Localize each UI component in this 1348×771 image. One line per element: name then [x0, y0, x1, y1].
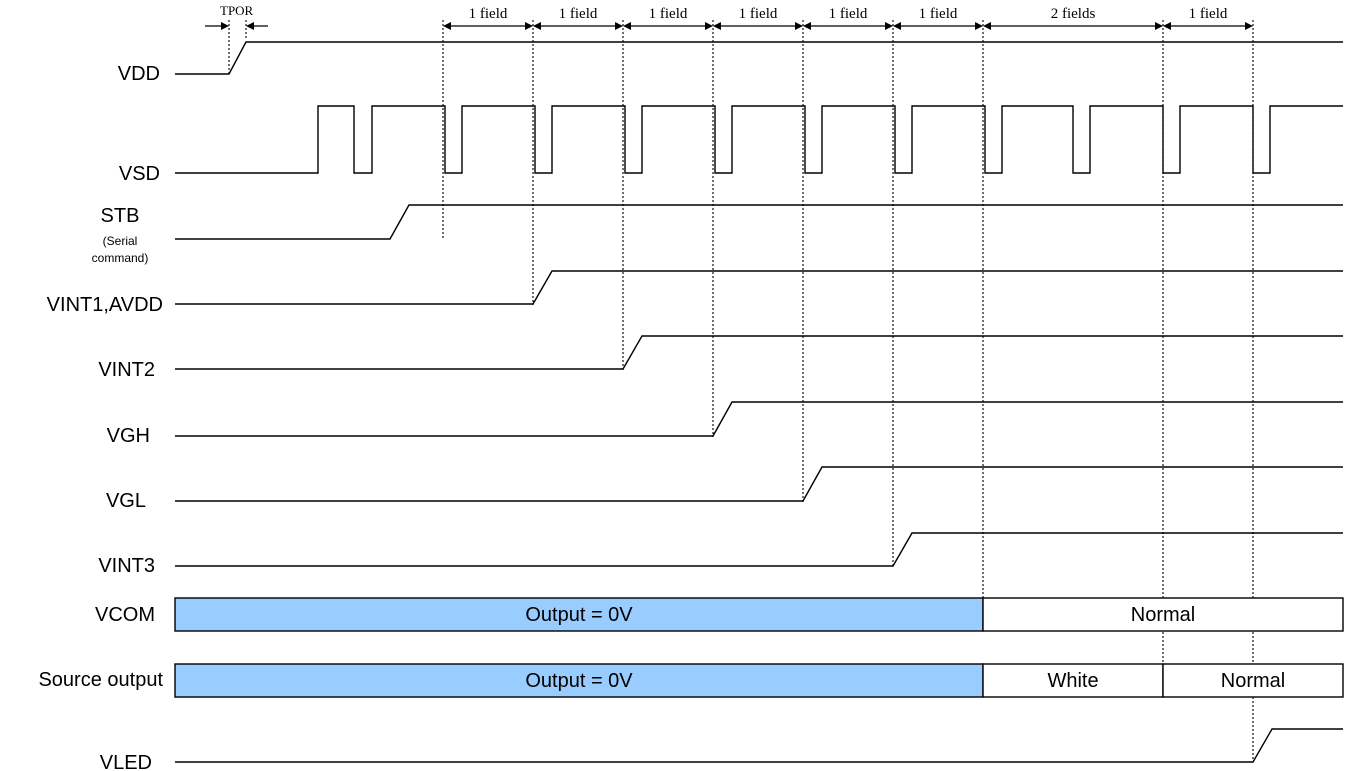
- field-label-6: 1 field: [919, 6, 958, 22]
- vcom-normal-text: Normal: [1131, 604, 1195, 626]
- label-vdd: VDD: [118, 63, 160, 85]
- tpor-label: TPOR: [220, 3, 254, 18]
- label-vled: VLED: [100, 752, 152, 771]
- source-zero-segment: [174, 663, 984, 698]
- field-arrow-5: 1 field: [803, 6, 893, 30]
- field-arrow-7: 2 fields: [983, 6, 1163, 30]
- vcom-normal-segment: [982, 597, 1344, 632]
- field-label-8: 1 field: [1189, 6, 1228, 22]
- tpor-marker: TPOR: [205, 3, 268, 74]
- field-annotations: 1 field 1 field 1 field 1 field 1 field: [443, 6, 1253, 30]
- field-arrow-4: 1 field: [713, 6, 803, 30]
- field-label-7: 2 fields: [1051, 6, 1096, 22]
- field-arrow-6: 1 field: [893, 6, 983, 30]
- source-white-text: White: [1047, 670, 1098, 692]
- label-vgl: VGL: [106, 490, 146, 512]
- wave-vgh: [175, 401, 1343, 437]
- wave-vdd: [175, 41, 1343, 75]
- field-arrow-8: 1 field: [1163, 6, 1253, 30]
- source-output-bar: Output = 0V White Normal: [174, 663, 1344, 698]
- label-stb: STB: [101, 205, 140, 227]
- vcom-zero-segment: [174, 597, 984, 632]
- field-label-5: 1 field: [829, 6, 868, 22]
- field-dividers: [442, 20, 1254, 762]
- vcom-bar: Output = 0V Normal: [174, 597, 1344, 632]
- label-stb-sub1: (Serial: [103, 234, 138, 248]
- field-arrow-2: 1 field: [533, 6, 623, 30]
- wave-vled: [175, 728, 1343, 763]
- label-stb-sub2: command): [92, 251, 149, 265]
- wave-stb: [175, 204, 1343, 240]
- source-normal-segment: [1162, 663, 1344, 698]
- wave-vint3: [175, 532, 1343, 567]
- wave-vgl: [175, 466, 1343, 502]
- vcom-zero-text: Output = 0V: [525, 604, 633, 626]
- field-label-4: 1 field: [739, 6, 778, 22]
- label-vsd: VSD: [119, 163, 160, 185]
- wave-vint1-avdd: [175, 270, 1343, 305]
- source-normal-text: Normal: [1221, 670, 1285, 692]
- label-source-output: Source output: [38, 669, 163, 691]
- field-arrow-1: 1 field: [443, 6, 533, 30]
- label-vint1: VINT1,AVDD: [47, 294, 163, 316]
- label-vint3: VINT3: [98, 555, 155, 577]
- field-label-1: 1 field: [469, 6, 508, 22]
- label-vgh: VGH: [107, 425, 150, 447]
- wave-vsd: [175, 105, 1343, 174]
- wave-vint2: [175, 335, 1343, 370]
- label-vcom: VCOM: [95, 604, 155, 626]
- field-arrow-3: 1 field: [623, 6, 713, 30]
- label-vint2: VINT2: [98, 359, 155, 381]
- source-zero-text: Output = 0V: [525, 670, 633, 692]
- field-label-3: 1 field: [649, 6, 688, 22]
- field-label-2: 1 field: [559, 6, 598, 22]
